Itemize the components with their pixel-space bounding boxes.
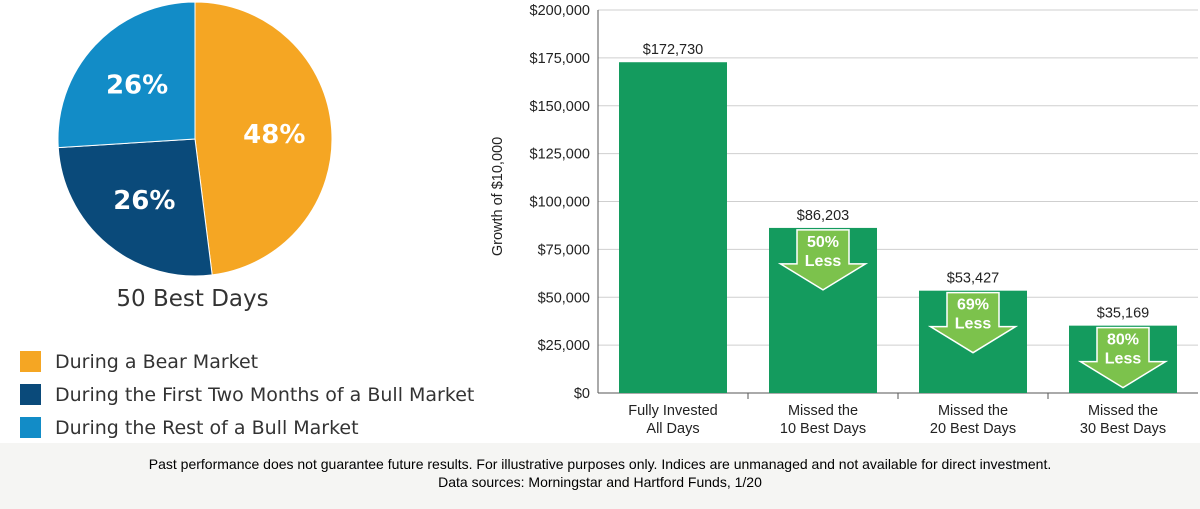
- x-category-label: Missed the: [938, 403, 1008, 419]
- down-arrow-icon: [1077, 326, 1169, 389]
- y-tick-label: $50,000: [538, 290, 590, 306]
- bar-value-label: $53,427: [947, 271, 999, 287]
- bar-value-label: $86,203: [797, 208, 849, 224]
- pie-slice-first-two-months: [57, 138, 213, 277]
- legend-label: During the First Two Months of a Bull Ma…: [55, 383, 475, 406]
- x-category-label: 30 Best Days: [1080, 421, 1166, 437]
- pie-slice-label: 26%: [113, 186, 175, 216]
- pie-chart: 48% 26% 26%: [57, 1, 333, 277]
- legend-item-first-two-months: During the First Two Months of a Bull Ma…: [20, 378, 474, 411]
- down-arrow-icon: [777, 229, 869, 291]
- footer-data-sources: Data sources: Morningstar and Hartford F…: [438, 474, 762, 490]
- y-axis-label: Growth of $10,000: [490, 137, 506, 256]
- y-tick-label: $200,000: [530, 3, 590, 19]
- y-tick-label: $100,000: [530, 195, 590, 211]
- bar-value-label: $35,169: [1097, 306, 1149, 322]
- y-tick-label: $175,000: [530, 51, 590, 67]
- x-category-label: 10 Best Days: [780, 421, 866, 437]
- legend-item-bear-market: During a Bear Market: [20, 345, 474, 378]
- x-category-label: 20 Best Days: [930, 421, 1016, 437]
- pie-slice-bear-market: [194, 1, 333, 276]
- y-tick-label: $25,000: [538, 338, 590, 354]
- y-tick-label: $75,000: [538, 242, 590, 258]
- arrow-annotation-label: Less: [805, 253, 842, 270]
- arrow-annotation-label: Less: [1105, 351, 1142, 368]
- y-tick-label: $125,000: [530, 147, 590, 163]
- pie-legend: During a Bear Market During the First Tw…: [20, 345, 474, 444]
- arrow-annotation-label: 69%: [957, 297, 989, 314]
- legend-swatch: [20, 351, 41, 372]
- legend-swatch: [20, 417, 41, 438]
- x-category-label: Missed the: [1088, 403, 1158, 419]
- y-tick-label: $0: [574, 386, 590, 402]
- pie-title: 50 Best Days: [116, 286, 269, 312]
- bar-value-label: $172,730: [643, 42, 703, 58]
- legend-swatch: [20, 384, 41, 405]
- footer-disclaimer: Past performance does not guarantee futu…: [0, 443, 1200, 509]
- arrow-annotation-label: 50%: [807, 234, 839, 251]
- bar-chart: $0 $25,000 $50,000 $75,000 $100,000 $125,000 $…: [490, 3, 1198, 437]
- bar: [619, 62, 727, 394]
- legend-item-rest-of-bull-market: During the Rest of a Bull Market: [20, 411, 474, 444]
- pie-slice-label: 26%: [106, 71, 168, 101]
- pie-slice-rest-of-bull-market: [57, 1, 196, 149]
- legend-label: During the Rest of a Bull Market: [55, 416, 359, 439]
- arrow-annotation-label: 80%: [1107, 332, 1139, 349]
- footer-disclaimer-text: Past performance does not guarantee futu…: [148, 456, 1052, 472]
- x-category-label: All Days: [646, 421, 699, 437]
- y-tick-label: $150,000: [530, 99, 590, 115]
- x-category-label: Missed the: [788, 403, 858, 419]
- down-arrow-icon: [927, 291, 1019, 354]
- pie-slice-label: 48%: [243, 120, 305, 150]
- legend-label: During a Bear Market: [55, 350, 259, 373]
- x-category-label: Fully Invested: [628, 403, 717, 419]
- arrow-annotation-label: Less: [955, 316, 992, 333]
